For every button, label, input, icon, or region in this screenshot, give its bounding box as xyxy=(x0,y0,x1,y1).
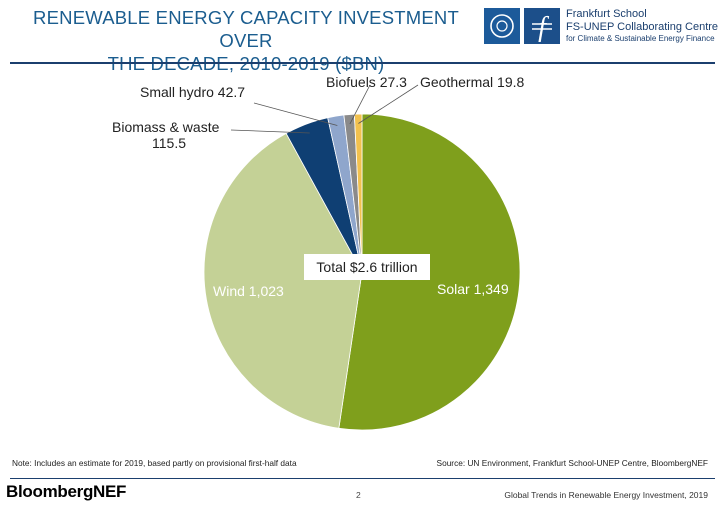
partner-name-line-3: for Climate & Sustainable Energy Finance xyxy=(566,34,715,43)
source-note: Source: UN Environment, Frankfurt School… xyxy=(436,458,708,468)
partner-name: Frankfurt School FS-UNEP Collaborating C… xyxy=(566,8,718,44)
footnote: Note: Includes an estimate for 2019, bas… xyxy=(12,458,297,468)
leader-lines xyxy=(230,84,419,134)
page-number: 2 xyxy=(356,490,361,500)
biomass-leader-line xyxy=(230,129,310,134)
biomass-label: Biomass & waste xyxy=(112,119,220,135)
partner-name-line-2: FS-UNEP Collaborating Centre xyxy=(566,21,719,33)
slice-labels: Solar 1,349 Wind 1,023 Biomass & waste115.… xyxy=(112,74,524,299)
biofuels-leader-line xyxy=(349,84,371,125)
frankfurt-school-logo-icon xyxy=(524,8,560,44)
solar-label: Solar 1,349 xyxy=(437,281,509,297)
geothermal-leader-line xyxy=(358,84,419,124)
geothermal-slice xyxy=(353,113,363,273)
total-label: Total $2.6 trillion xyxy=(316,259,417,275)
biofuels-label: Biofuels 27.3 xyxy=(326,74,407,90)
partner-logos: f xyxy=(484,8,560,44)
small-hydro-label: Small hydro 42.7 xyxy=(140,84,245,100)
svg-text:f: f xyxy=(538,12,549,43)
wind-label: Wind 1,023 xyxy=(213,283,284,299)
unep-logo-icon xyxy=(484,8,520,44)
partner-name-line-1: Frankfurt School xyxy=(566,8,647,20)
brand-logo: BloombergNEF xyxy=(6,482,127,501)
biomass-value-label: 115.5 xyxy=(152,135,186,151)
center-label-box: Total $2.6 trillion xyxy=(304,254,430,280)
footer-rule xyxy=(10,478,715,479)
report-title: Global Trends in Renewable Energy Invest… xyxy=(504,490,708,500)
title-line-1: RENEWABLE ENERGY CAPACITY INVESTMENT OVE… xyxy=(33,7,459,51)
header-rule xyxy=(10,62,715,64)
small-hydro-leader-line xyxy=(253,102,338,126)
geothermal-label: Geothermal 19.8 xyxy=(420,74,524,90)
wind-slice xyxy=(203,132,363,429)
